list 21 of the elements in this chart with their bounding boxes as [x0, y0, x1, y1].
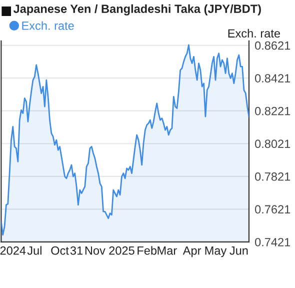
x-tick-label: 2025: [109, 246, 134, 255]
x-tick-label: 2024: [0, 246, 26, 255]
x-tick-label: Oct: [51, 246, 69, 255]
y-tick-label: 0.7621: [254, 205, 290, 214]
x-tick-label: Jul: [27, 246, 42, 255]
y-axis-title: Exch. rate: [228, 28, 280, 38]
y-tick-label: 0.8021: [254, 140, 290, 148]
x-tick-label: Feb: [138, 246, 157, 255]
y-tick-label: 0.7821: [254, 172, 290, 181]
x-tick-label: Mar: [158, 246, 177, 255]
x-tick-label: 31: [70, 246, 83, 255]
x-tick-label: May: [205, 246, 227, 258]
y-tick-label: 0.7421: [254, 238, 290, 246]
y-tick-label: 0.8421: [254, 74, 290, 82]
x-tick-label: Nov: [85, 246, 106, 255]
y-tick-label: 0.8221: [254, 106, 290, 116]
x-tick-label: Apr: [182, 246, 202, 258]
y-tick-label: 0.8621: [254, 41, 290, 50]
chart-title: Japanese Yen / Bangladeshi Taka (JPY/BDT): [13, 4, 261, 16]
x-tick-label: Jun: [230, 246, 248, 255]
legend-label: Exch. rate: [22, 21, 74, 30]
